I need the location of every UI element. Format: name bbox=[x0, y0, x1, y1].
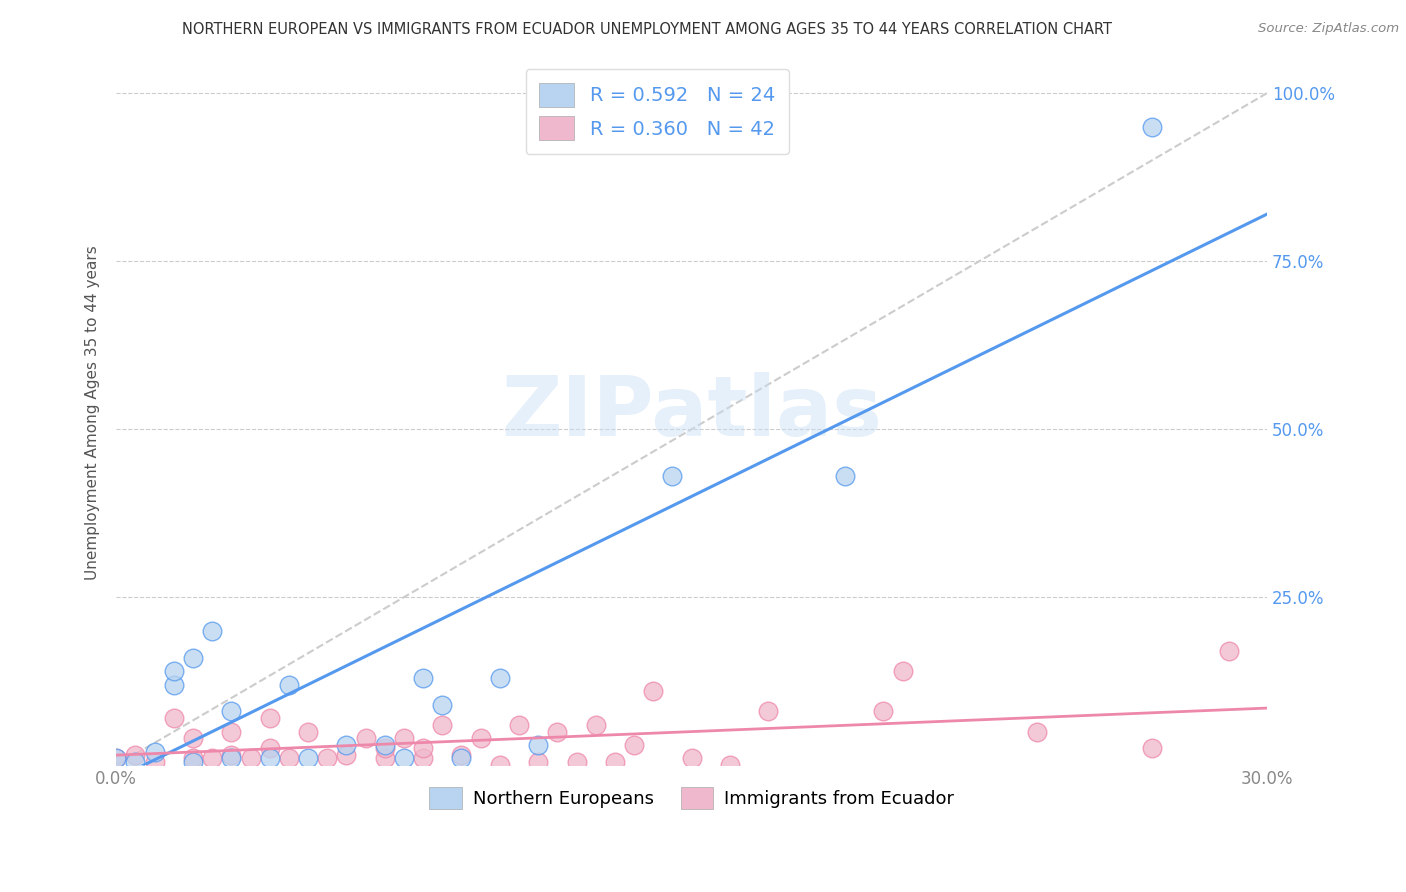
Point bbox=[181, 650, 204, 665]
Point bbox=[412, 671, 434, 685]
Point bbox=[143, 755, 166, 769]
Text: ZIPatlas: ZIPatlas bbox=[501, 372, 882, 453]
Text: Source: ZipAtlas.com: Source: ZipAtlas.com bbox=[1258, 22, 1399, 36]
Point bbox=[891, 664, 914, 678]
Point bbox=[718, 758, 741, 772]
Point bbox=[450, 748, 472, 763]
Point bbox=[508, 718, 530, 732]
Point bbox=[392, 751, 415, 765]
Point bbox=[163, 711, 186, 725]
Point bbox=[527, 755, 550, 769]
Point bbox=[181, 731, 204, 746]
Point bbox=[432, 698, 454, 712]
Point bbox=[124, 755, 146, 769]
Point bbox=[412, 751, 434, 765]
Point bbox=[623, 738, 645, 752]
Point bbox=[450, 751, 472, 765]
Point bbox=[239, 751, 262, 765]
Point bbox=[374, 741, 396, 756]
Point bbox=[643, 684, 665, 698]
Point bbox=[335, 748, 357, 763]
Point bbox=[527, 738, 550, 752]
Point bbox=[163, 664, 186, 678]
Point bbox=[488, 758, 510, 772]
Point bbox=[163, 677, 186, 691]
Point bbox=[335, 738, 357, 752]
Point bbox=[316, 751, 339, 765]
Point bbox=[392, 731, 415, 746]
Point bbox=[1140, 741, 1163, 756]
Point bbox=[143, 745, 166, 759]
Point bbox=[374, 751, 396, 765]
Point bbox=[432, 718, 454, 732]
Point bbox=[470, 731, 492, 746]
Point bbox=[221, 748, 243, 763]
Point bbox=[412, 741, 434, 756]
Point bbox=[105, 751, 128, 765]
Legend: Northern Europeans, Immigrants from Ecuador: Northern Europeans, Immigrants from Ecua… bbox=[422, 780, 962, 816]
Point bbox=[297, 751, 319, 765]
Point bbox=[201, 751, 224, 765]
Y-axis label: Unemployment Among Ages 35 to 44 years: Unemployment Among Ages 35 to 44 years bbox=[86, 245, 100, 580]
Point bbox=[834, 469, 856, 483]
Point bbox=[181, 751, 204, 765]
Point bbox=[124, 748, 146, 763]
Point bbox=[259, 741, 281, 756]
Point bbox=[259, 711, 281, 725]
Point bbox=[259, 751, 281, 765]
Point bbox=[105, 751, 128, 765]
Point bbox=[603, 755, 626, 769]
Point bbox=[681, 751, 703, 765]
Point bbox=[488, 671, 510, 685]
Point bbox=[872, 705, 894, 719]
Point bbox=[546, 724, 568, 739]
Point bbox=[374, 738, 396, 752]
Point bbox=[201, 624, 224, 638]
Point bbox=[756, 705, 779, 719]
Point bbox=[585, 718, 607, 732]
Point bbox=[181, 755, 204, 769]
Point bbox=[221, 724, 243, 739]
Point bbox=[221, 751, 243, 765]
Point bbox=[221, 705, 243, 719]
Point bbox=[1025, 724, 1047, 739]
Point bbox=[277, 751, 299, 765]
Text: NORTHERN EUROPEAN VS IMMIGRANTS FROM ECUADOR UNEMPLOYMENT AMONG AGES 35 TO 44 YE: NORTHERN EUROPEAN VS IMMIGRANTS FROM ECU… bbox=[181, 22, 1112, 37]
Point bbox=[354, 731, 377, 746]
Point bbox=[565, 755, 588, 769]
Point bbox=[277, 677, 299, 691]
Point bbox=[297, 724, 319, 739]
Point bbox=[1218, 644, 1240, 658]
Point bbox=[661, 469, 683, 483]
Point bbox=[1140, 120, 1163, 134]
